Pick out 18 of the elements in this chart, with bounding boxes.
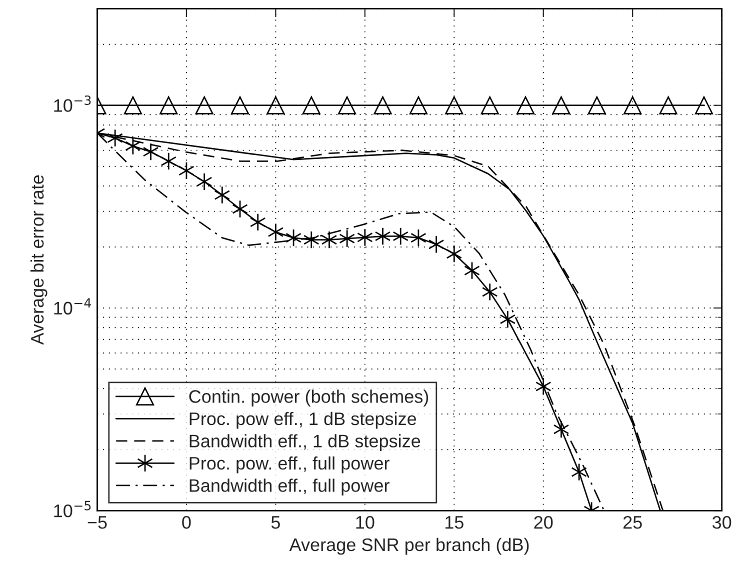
y-axis-title: Average bit error rate [30,175,48,345]
x-tick-label: 5 [271,516,280,529]
x-tick-label: 10 [356,516,374,529]
x-tick-label: −5 [88,516,107,529]
legend-label: Proc. pow. eff., full power [190,456,390,474]
y-tick-label: 10$^{−5}$ [54,500,91,518]
legend-label: Proc. pow eff., 1 dB stepsize [190,412,416,429]
x-tick-label: 0 [182,516,191,529]
x-tick-label: 20 [534,516,553,529]
x-axis-title: Average SNR per branch (dB) [289,538,529,555]
x-tick-label: 25 [623,516,642,529]
y-tick-label: 10$^{−4}$ [54,298,92,315]
y-tick-label: 10$^{−3}$ [54,95,91,112]
legend-label: Bandwidth eff., full power [190,478,390,496]
x-tick-label: 30 [712,516,732,529]
legend-label: Bandwidth eff., 1 dB stepsize [190,434,420,451]
x-tick-label: 15 [445,516,464,529]
legend-label: Contin. power (both schemes) [189,390,428,407]
